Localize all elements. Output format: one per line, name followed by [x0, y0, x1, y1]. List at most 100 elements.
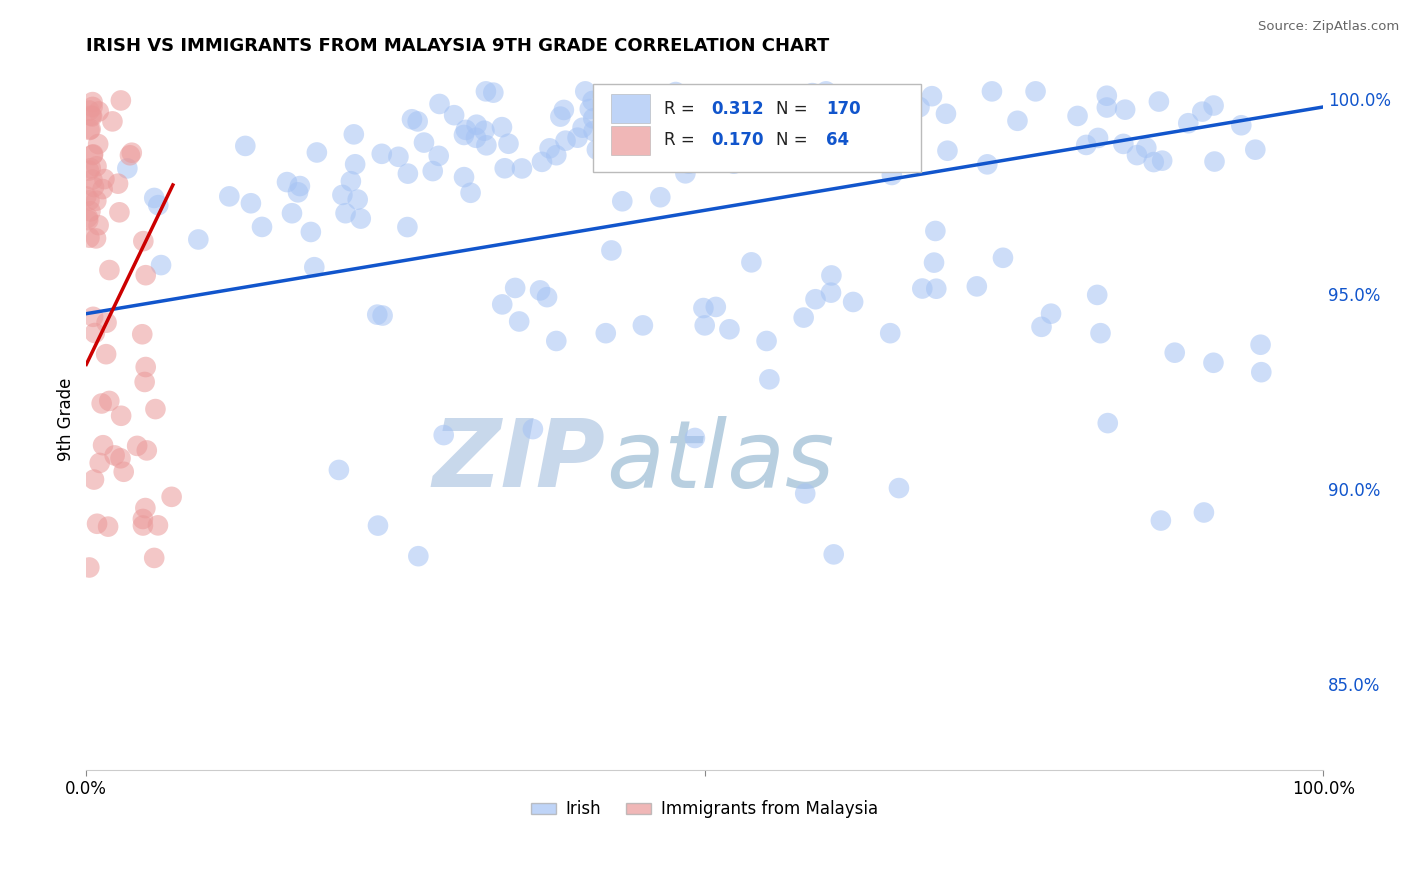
Point	[1244, 143, 1267, 157]
Point	[367, 518, 389, 533]
Point	[522, 422, 544, 436]
Point	[87, 136, 110, 151]
Point	[110, 451, 132, 466]
Y-axis label: 9th Grade: 9th Grade	[58, 377, 75, 460]
FancyBboxPatch shape	[593, 84, 921, 172]
Point	[586, 143, 609, 157]
Text: N =: N =	[776, 100, 813, 118]
Point	[328, 463, 350, 477]
Point	[96, 316, 118, 330]
Point	[132, 512, 155, 526]
Point	[346, 193, 368, 207]
Point	[723, 157, 745, 171]
Point	[86, 516, 108, 531]
Point	[110, 409, 132, 423]
Point	[818, 126, 841, 140]
Text: 64: 64	[825, 131, 849, 149]
Point	[1031, 319, 1053, 334]
Point	[1202, 98, 1225, 112]
Point	[820, 285, 842, 300]
Point	[79, 194, 101, 208]
Point	[79, 123, 101, 137]
Point	[908, 100, 931, 114]
Point	[546, 148, 568, 162]
Point	[692, 301, 714, 315]
Point	[673, 166, 696, 180]
Text: 170: 170	[825, 100, 860, 118]
Point	[1085, 288, 1108, 302]
Text: atlas: atlas	[606, 416, 834, 507]
Point	[118, 148, 141, 162]
Point	[631, 318, 654, 333]
Point	[1202, 356, 1225, 370]
Point	[889, 133, 911, 147]
Point	[1114, 103, 1136, 117]
Point	[793, 310, 815, 325]
Point	[350, 211, 373, 226]
Point	[612, 194, 634, 209]
Point	[427, 149, 450, 163]
Point	[491, 297, 513, 311]
Point	[408, 549, 430, 564]
Text: 0.312: 0.312	[711, 100, 763, 118]
Point	[83, 180, 105, 194]
Point	[453, 128, 475, 142]
Point	[475, 84, 498, 98]
Point	[981, 84, 1004, 98]
Point	[578, 102, 600, 116]
Point	[366, 308, 388, 322]
Point	[413, 136, 436, 150]
Point	[117, 161, 139, 176]
Point	[823, 547, 845, 561]
Point	[443, 108, 465, 122]
Point	[371, 309, 394, 323]
Point	[422, 164, 444, 178]
Point	[77, 103, 100, 118]
Point	[135, 268, 157, 283]
Point	[287, 186, 309, 200]
Point	[108, 205, 131, 219]
Point	[801, 86, 824, 100]
Point	[1112, 136, 1135, 151]
Point	[740, 255, 762, 269]
Point	[1095, 101, 1118, 115]
Point	[218, 189, 240, 203]
Point	[134, 375, 156, 389]
Point	[98, 263, 121, 277]
Point	[553, 103, 575, 117]
Point	[695, 110, 717, 124]
Point	[741, 119, 763, 133]
Point	[79, 560, 101, 574]
Point	[571, 120, 593, 135]
Point	[454, 123, 477, 137]
Point	[1250, 337, 1272, 351]
Point	[87, 218, 110, 232]
Point	[966, 279, 988, 293]
Point	[1040, 307, 1063, 321]
Point	[683, 431, 706, 445]
Point	[305, 145, 328, 160]
Point	[453, 170, 475, 185]
Text: R =: R =	[664, 131, 700, 149]
Point	[148, 198, 170, 212]
Point	[1126, 148, 1149, 162]
Point	[595, 326, 617, 341]
Text: 0.170: 0.170	[711, 131, 763, 149]
Point	[567, 130, 589, 145]
Point	[143, 191, 166, 205]
Point	[474, 124, 496, 138]
Point	[396, 220, 419, 235]
Point	[678, 157, 700, 171]
Point	[1152, 153, 1174, 168]
Point	[1090, 326, 1112, 341]
Point	[605, 95, 627, 110]
Point	[503, 281, 526, 295]
Point	[1177, 116, 1199, 130]
Text: ZIP: ZIP	[433, 415, 606, 508]
Point	[582, 124, 605, 138]
Point	[335, 206, 357, 220]
Point	[93, 172, 115, 186]
Point	[627, 146, 650, 161]
Point	[696, 140, 718, 154]
Point	[97, 519, 120, 533]
